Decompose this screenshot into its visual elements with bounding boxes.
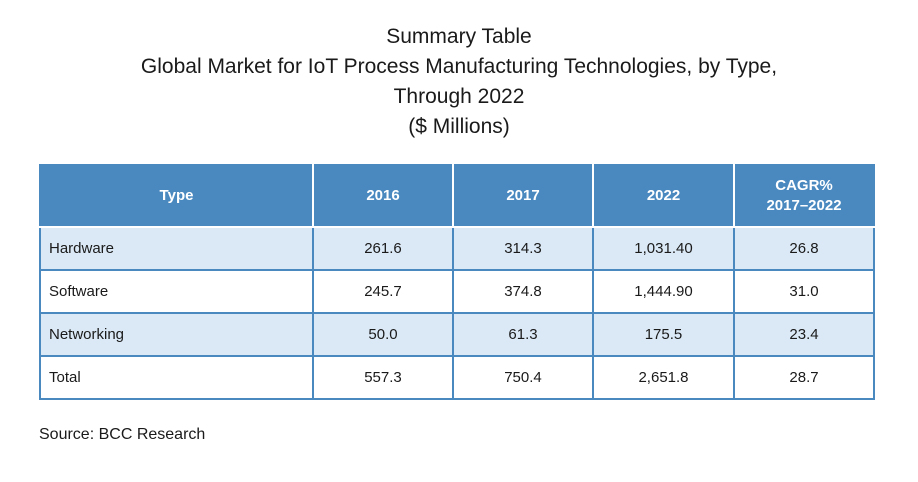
title-block: Summary Table Global Market for IoT Proc…: [0, 22, 918, 142]
source-note: Source: BCC Research: [39, 426, 206, 443]
cell-2017: 61.3: [452, 312, 594, 357]
cell-2016: 261.6: [312, 226, 454, 271]
cell-cagr: 28.7: [733, 355, 875, 400]
header-cagr-period: 2017–2022: [766, 197, 842, 214]
header-2016: 2016: [312, 164, 454, 228]
table-row: Software 245.7 374.8 1,444.90 31.0: [39, 269, 875, 314]
table-title: Summary Table: [386, 25, 532, 48]
cell-2017: 750.4: [452, 355, 594, 400]
header-2017: 2017: [452, 164, 594, 228]
cell-2022: 2,651.8: [592, 355, 735, 400]
cell-2016: 245.7: [312, 269, 454, 314]
cell-2017: 374.8: [452, 269, 594, 314]
cell-cagr: 26.8: [733, 226, 875, 271]
cell-cagr: 23.4: [733, 312, 875, 357]
header-type: Type: [39, 164, 314, 228]
table-row: Networking 50.0 61.3 175.5 23.4: [39, 312, 875, 357]
cell-2016: 50.0: [312, 312, 454, 357]
header-2022: 2022: [592, 164, 735, 228]
cell-2017: 314.3: [452, 226, 594, 271]
summary-table: Type 2016 2017 2022 CAGR% 2017–2022 Hard…: [39, 164, 875, 400]
row-type: Hardware: [39, 226, 314, 271]
cell-2022: 1,444.90: [592, 269, 735, 314]
row-type: Software: [39, 269, 314, 314]
row-type: Networking: [39, 312, 314, 357]
row-type: Total: [39, 355, 314, 400]
table-row: Hardware 261.6 314.3 1,031.40 26.8: [39, 226, 875, 271]
cell-2022: 175.5: [592, 312, 735, 357]
table-subtitle-period: Through 2022: [393, 85, 525, 108]
header-cagr: CAGR% 2017–2022: [733, 164, 875, 228]
table-row-total: Total 557.3 750.4 2,651.8 28.7: [39, 355, 875, 400]
cell-2022: 1,031.40: [592, 226, 735, 271]
table-subtitle-units: ($ Millions): [408, 115, 510, 138]
cell-cagr: 31.0: [733, 269, 875, 314]
cell-2016: 557.3: [312, 355, 454, 400]
header-cagr-label: CAGR%: [775, 177, 833, 194]
table-subtitle: Global Market for IoT Process Manufactur…: [140, 55, 778, 78]
header-row: Type 2016 2017 2022 CAGR% 2017–2022: [39, 164, 875, 228]
